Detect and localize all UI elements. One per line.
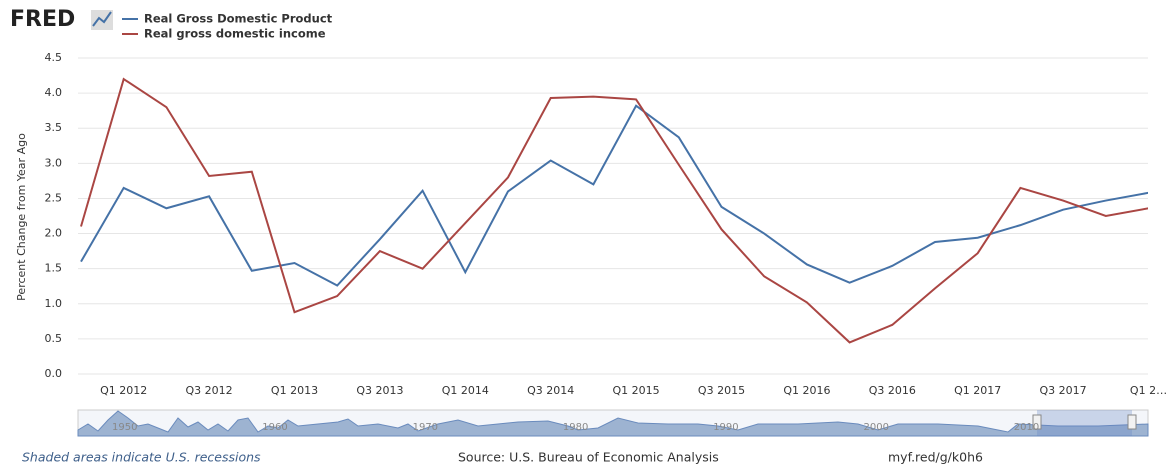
navigator-label: 2000 bbox=[864, 422, 889, 433]
legend-label: Real gross domestic income bbox=[144, 27, 326, 41]
y-tick-label: 3.5 bbox=[45, 121, 63, 134]
x-tick-label: Q1 2015 bbox=[613, 384, 660, 397]
y-tick-label: 3.0 bbox=[45, 156, 63, 169]
y-tick-label: 0.5 bbox=[45, 332, 63, 345]
x-tick-label: Q1 2017 bbox=[954, 384, 1001, 397]
x-tick-label: Q1 2012 bbox=[100, 384, 147, 397]
logo-icon bbox=[91, 10, 113, 30]
navigator-label: 1990 bbox=[713, 422, 738, 433]
plot-lines bbox=[80, 77, 1148, 344]
y-tick-label: 2.5 bbox=[45, 191, 63, 204]
y-tick-label: 4.5 bbox=[45, 51, 63, 64]
logo: FRED bbox=[10, 7, 75, 32]
x-tick-label: Q3 2016 bbox=[869, 384, 916, 397]
legend-label: Real Gross Domestic Product bbox=[144, 12, 333, 26]
x-tick-label: Q1 2016 bbox=[783, 384, 830, 397]
x-tick-label: Q3 2013 bbox=[356, 384, 403, 397]
navigator-label: 1960 bbox=[262, 422, 287, 433]
x-tick-label: Q3 2017 bbox=[1040, 384, 1087, 397]
recession-note: Shaded areas indicate U.S. recessions bbox=[22, 450, 261, 465]
navigator-label: 1970 bbox=[413, 422, 438, 433]
source: Source: U.S. Bureau of Economic Analysis bbox=[458, 450, 719, 465]
x-tick-label: Q1 2014 bbox=[442, 384, 489, 397]
navigator-label: 1950 bbox=[112, 422, 137, 433]
navigator-label: 1980 bbox=[563, 422, 588, 433]
short-link[interactable]: myf.red/g/k0h6 bbox=[888, 450, 983, 465]
y-axis-label: Percent Change from Year Ago bbox=[15, 133, 28, 301]
x-tick-label: Q1 2013 bbox=[271, 384, 318, 397]
series-line bbox=[80, 77, 1148, 344]
navigator-label: 2010 bbox=[1014, 422, 1039, 433]
y-tick-label: 1.0 bbox=[45, 297, 63, 310]
y-tick-label: 1.5 bbox=[45, 262, 63, 275]
y-tick-label: 4.0 bbox=[45, 86, 63, 99]
series-line bbox=[80, 104, 1148, 287]
x-tick-label: Q1 2… bbox=[1130, 384, 1167, 397]
y-tick-label: 2.0 bbox=[45, 227, 63, 240]
x-tick-label: Q3 2015 bbox=[698, 384, 745, 397]
navigator bbox=[77, 409, 1149, 437]
y-tick-label: 0.0 bbox=[45, 367, 63, 380]
x-tick-label: Q3 2012 bbox=[186, 384, 233, 397]
x-tick-label: Q3 2014 bbox=[527, 384, 574, 397]
